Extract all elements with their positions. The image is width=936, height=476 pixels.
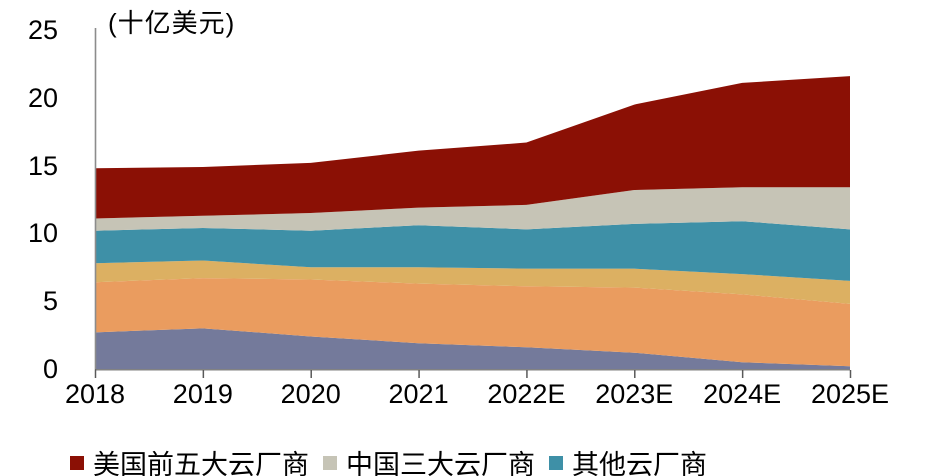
- y-tick-label-5: 5: [42, 286, 58, 317]
- x-tick-label-2018: 2018: [64, 379, 126, 409]
- y-tick-label-25: 25: [27, 15, 58, 45]
- legend-item-美国前五大云厂商: 美国前五大云厂商: [70, 449, 309, 476]
- legend-label: 美国前五大云厂商: [93, 450, 309, 476]
- area-series-2: [95, 260, 850, 304]
- legend-marker-icon: [549, 456, 563, 470]
- area-series-0: [95, 328, 850, 369]
- x-tick-label-2023E: 2023E: [595, 379, 674, 409]
- x-tick-label-2019: 2019: [172, 379, 233, 409]
- legend: 美国前五大云厂商 中国三大云厂商 其他云厂商: [70, 449, 707, 476]
- legend-item-其他云厂商: 其他云厂商: [549, 449, 707, 476]
- x-tick-label-2021: 2021: [388, 379, 449, 409]
- y-tick-label-20: 20: [27, 82, 58, 113]
- legend-label: 中国三大云厂商: [346, 450, 535, 476]
- area-series-3-其他云厂商: [95, 221, 850, 281]
- x-tick-label-2022E: 2022E: [487, 379, 566, 409]
- y-tick-label-0: 0: [42, 354, 58, 384]
- y-tick-label-10: 10: [27, 218, 58, 249]
- legend-label: 其他云厂商: [572, 450, 707, 476]
- legend-item-中国三大云厂商: 中国三大云厂商: [323, 449, 535, 476]
- legend-marker-icon: [323, 456, 337, 470]
- x-tick-label-2024E: 2024E: [703, 379, 782, 409]
- y-tick-label-15: 15: [27, 150, 58, 181]
- legend-marker-icon: [70, 456, 84, 470]
- area-series-1: [95, 278, 850, 367]
- x-tick-label-2020: 2020: [280, 379, 341, 409]
- area-series-4-中国三大云厂商: [95, 187, 850, 231]
- x-tick-label-2025E: 2025E: [810, 379, 890, 409]
- y-axis-unit-label: (十亿美元): [108, 8, 236, 38]
- area-series-5-美国前五大云厂商: [95, 76, 850, 219]
